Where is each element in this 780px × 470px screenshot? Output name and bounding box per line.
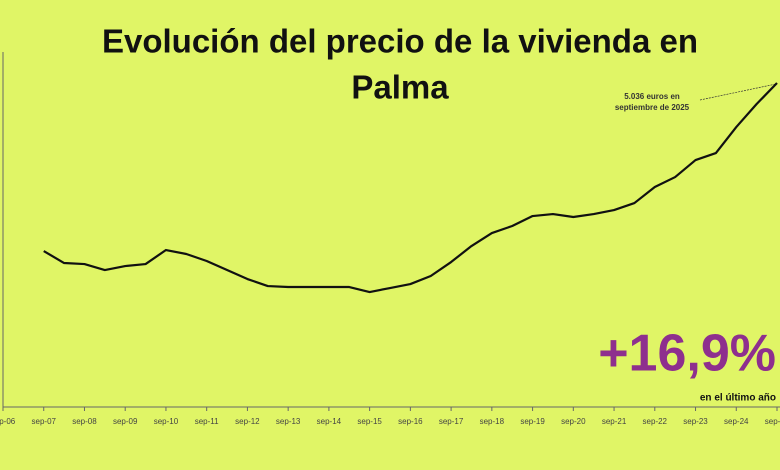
annotation-leader xyxy=(699,83,777,101)
x-tick-label: sep-25 xyxy=(765,417,780,426)
line-series xyxy=(43,82,778,294)
chart-title: Evolución del precio de la vivienda en xyxy=(102,23,698,60)
x-tick-label: sep-18 xyxy=(480,417,505,426)
x-tick-label: sep-21 xyxy=(602,417,627,426)
x-tick-label: sep-16 xyxy=(398,417,423,426)
x-tick-label: sep-12 xyxy=(235,417,260,426)
x-tick-label: sep-23 xyxy=(683,417,708,426)
x-tick-label: sep-11 xyxy=(195,417,219,426)
x-tick-label: sep-17 xyxy=(439,417,464,426)
x-tick-label: sep-13 xyxy=(276,417,301,426)
x-tick-label: sep-08 xyxy=(72,417,97,426)
change-value: +16,9% xyxy=(598,325,776,383)
x-tick-label: sep-14 xyxy=(317,417,342,426)
x-tick-label: sep-22 xyxy=(643,417,668,426)
x-tick-label: sep-19 xyxy=(520,417,545,426)
x-tick-label: sep-10 xyxy=(154,417,179,426)
x-tick-label: sep-20 xyxy=(561,417,586,426)
x-tick-label: sep-15 xyxy=(357,417,382,426)
x-tick-label: sep-06 xyxy=(0,417,16,426)
x-tick-label: sep-07 xyxy=(32,417,57,426)
x-tick-label: sep-24 xyxy=(724,417,749,426)
annotation: septiembre de 2025 xyxy=(615,103,690,112)
change-caption: en el último año xyxy=(700,393,776,404)
chart-title: Palma xyxy=(351,69,449,106)
annotation: 5.036 euros en xyxy=(624,92,680,101)
x-tick-label: sep-09 xyxy=(113,417,138,426)
